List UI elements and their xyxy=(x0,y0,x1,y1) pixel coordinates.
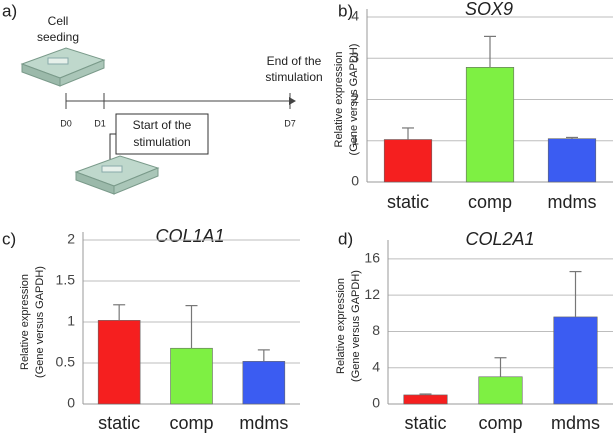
x-tick-label: static xyxy=(404,413,446,433)
y-axis-label: (Gene versus GAPDH) xyxy=(350,270,362,382)
y-tick-label: 0.5 xyxy=(56,354,76,370)
panel-label: c) xyxy=(2,229,16,248)
panel-label: d) xyxy=(338,229,353,248)
x-tick-label: static xyxy=(387,192,429,212)
panel-label: b) xyxy=(338,1,353,20)
y-axis-label: Relative expression xyxy=(335,278,347,374)
y-axis-label: (Gene versus GAPDH) xyxy=(34,266,46,378)
x-tick-label: comp xyxy=(468,192,512,212)
y-tick-label: 4 xyxy=(372,358,380,374)
bar xyxy=(170,347,213,405)
diagram-text: Cell xyxy=(48,14,69,28)
y-tick-label: 4 xyxy=(351,8,359,24)
chart-title: SOX9 xyxy=(465,0,513,19)
chart-title: COL2A1 xyxy=(465,229,534,249)
bar xyxy=(242,361,286,405)
y-tick-label: 8 xyxy=(372,322,380,338)
bar xyxy=(478,376,523,405)
y-tick-label: 3 xyxy=(351,49,359,65)
diagram-panel: a) Cell seeding End of the stimulation D… xyxy=(2,1,323,195)
start-box xyxy=(115,113,209,155)
chip-icon xyxy=(20,47,106,87)
diagram-text: Start of the xyxy=(133,118,192,132)
y-tick-label: 1 xyxy=(351,131,359,147)
y-axis-label: Relative expression xyxy=(19,274,31,370)
y-axis-label: (Gene versus GAPDH) xyxy=(348,44,360,156)
x-tick-label: comp xyxy=(478,413,522,433)
day-label: D7 xyxy=(284,118,296,128)
y-tick-label: 0 xyxy=(351,173,359,189)
diagram-text: seeding xyxy=(37,30,79,44)
y-tick-label: 1 xyxy=(67,313,75,329)
y-tick-label: 0 xyxy=(67,395,75,411)
chart-title: COL1A1 xyxy=(155,226,224,246)
y-tick-label: 0 xyxy=(372,395,380,411)
x-tick-label: static xyxy=(98,413,140,433)
diagram-text: End of the xyxy=(267,54,322,68)
arrowhead xyxy=(289,97,296,105)
x-tick-label: mdms xyxy=(239,413,288,433)
bar xyxy=(403,394,448,405)
x-tick-label: comp xyxy=(169,413,213,433)
day-label: D0 xyxy=(60,118,72,128)
x-tick-label: mdms xyxy=(551,413,600,433)
y-tick-label: 1.5 xyxy=(56,272,76,288)
bar xyxy=(97,320,141,405)
day-label: D1 xyxy=(94,118,106,128)
diagram-text: stimulation xyxy=(133,135,190,149)
y-tick-label: 2 xyxy=(67,231,75,247)
bar xyxy=(383,139,433,183)
bar xyxy=(547,138,597,183)
diagram-text: stimulation xyxy=(265,70,322,84)
panel-label: a) xyxy=(2,1,17,20)
y-tick-label: 2 xyxy=(351,90,359,106)
chip-icon xyxy=(74,155,160,195)
y-tick-label: 16 xyxy=(364,250,380,266)
bar xyxy=(465,67,515,183)
y-axis-label: Relative expression xyxy=(333,52,345,148)
y-tick-label: 12 xyxy=(364,286,380,302)
bar xyxy=(553,316,598,405)
x-tick-label: mdms xyxy=(548,192,597,212)
